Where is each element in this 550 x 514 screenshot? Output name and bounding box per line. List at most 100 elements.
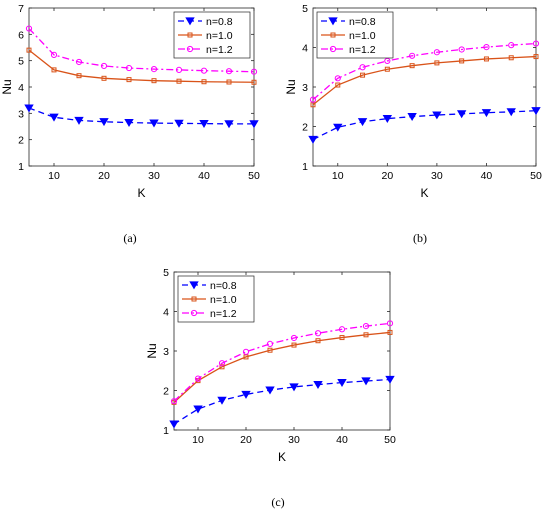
data-point (432, 111, 442, 120)
data-point (200, 67, 208, 74)
subplot-b: 10 20 30 40 50 1 2 3 4 5 K Nu (b) n=0.8 n=1.0 n=1.2 (284, 3, 542, 245)
series-line (173, 331, 391, 403)
y-tick-label: 1 (302, 161, 308, 173)
subplot-caption: (a) (123, 231, 136, 245)
data-point (409, 63, 415, 69)
data-point (459, 58, 465, 64)
legend-entry: n=0.8 (349, 16, 376, 28)
y-tick-label: 5 (302, 3, 308, 15)
data-point (266, 340, 274, 347)
legend-marker (330, 32, 336, 38)
data-point (481, 109, 492, 118)
series-n=0.8 (169, 375, 395, 429)
data-point (289, 383, 299, 392)
data-point (308, 135, 318, 144)
x-axis-label: K (420, 186, 428, 200)
legend-entry: n=1.2 (349, 44, 376, 56)
series-line (312, 42, 537, 101)
data-point (314, 330, 322, 337)
series-n=0.8 (24, 104, 259, 129)
subplot-a: 10 20 30 40 50 1 2 3 4 5 6 7 K Nu (a) n=0.8 n=1.0 n=1.2 (0, 3, 260, 245)
data-point (243, 354, 249, 360)
x-tick-label: 10 (48, 170, 60, 182)
series-line (173, 322, 391, 402)
y-tick-label: 1 (18, 161, 24, 173)
data-point (361, 377, 371, 386)
data-point (360, 72, 366, 78)
series-line (173, 378, 391, 425)
data-point (101, 75, 107, 81)
series-line (312, 110, 537, 141)
legend-marker (329, 45, 337, 53)
data-point (333, 123, 343, 132)
data-point (242, 348, 250, 355)
x-tick-label: 10 (332, 170, 344, 182)
x-tick-label: 50 (248, 170, 260, 182)
data-point (124, 118, 134, 127)
data-point (169, 420, 179, 429)
data-point (531, 107, 541, 116)
data-point (150, 65, 158, 73)
data-point (194, 375, 202, 382)
x-tick-label: 20 (240, 434, 252, 446)
y-tick-label: 3 (18, 108, 24, 120)
data-point (387, 329, 393, 335)
series-n=0.8 (308, 107, 541, 144)
x-tick-label: 50 (530, 170, 542, 182)
data-point (218, 360, 226, 367)
y-tick-label: 3 (302, 82, 308, 94)
data-point (125, 64, 133, 72)
data-point (267, 347, 273, 353)
data-point (149, 119, 159, 128)
legend-marker (328, 17, 338, 26)
data-point (384, 66, 390, 72)
data-point (483, 44, 490, 51)
data-point (75, 58, 83, 66)
data-point (241, 390, 251, 399)
x-tick-label: 50 (384, 434, 396, 446)
data-point (334, 75, 341, 82)
legend-entry: n=1.0 (206, 30, 233, 42)
data-point (508, 42, 515, 49)
y-axis-label: Nu (284, 79, 298, 94)
y-axis-label: Nu (145, 343, 159, 358)
x-tick-label: 20 (381, 170, 393, 182)
data-point (217, 396, 227, 405)
x-tick-label: 40 (336, 434, 348, 446)
data-point (337, 378, 347, 387)
data-point (25, 25, 33, 32)
data-point (225, 68, 233, 75)
series-line (28, 107, 254, 125)
data-point (226, 79, 232, 85)
y-axis-label: Nu (0, 79, 14, 94)
data-point (99, 118, 109, 127)
y-tick-label: 5 (163, 267, 169, 279)
x-tick-label: 40 (481, 170, 493, 182)
data-point (100, 62, 108, 70)
x-tick-label: 10 (192, 434, 204, 446)
data-point (407, 113, 417, 122)
legend-marker (191, 296, 197, 302)
data-point (175, 66, 183, 73)
subplot-c: 10 20 30 40 50 1 2 3 4 5 K Nu (c) n=0.8 n=1.0 n=1.2 (145, 267, 396, 509)
y-tick-label: 6 (18, 29, 24, 41)
x-axis-label: K (278, 450, 286, 464)
data-point (456, 110, 467, 119)
y-tick-label: 2 (163, 386, 169, 398)
legend: n=0.8 n=1.0 n=1.2 (177, 275, 255, 323)
legend-marker (189, 281, 199, 290)
data-point (506, 108, 516, 117)
data-point (335, 82, 341, 88)
x-tick-label: 30 (288, 434, 300, 446)
data-point (338, 326, 346, 333)
data-point (170, 398, 178, 405)
legend-entry: n=1.0 (210, 294, 237, 306)
legend: n=0.8 n=1.0 n=1.2 (173, 11, 251, 59)
data-point (310, 102, 316, 108)
data-point (76, 73, 82, 79)
data-point (533, 54, 539, 60)
y-tick-label: 3 (163, 346, 169, 358)
data-point (74, 116, 84, 125)
data-point (290, 334, 298, 342)
